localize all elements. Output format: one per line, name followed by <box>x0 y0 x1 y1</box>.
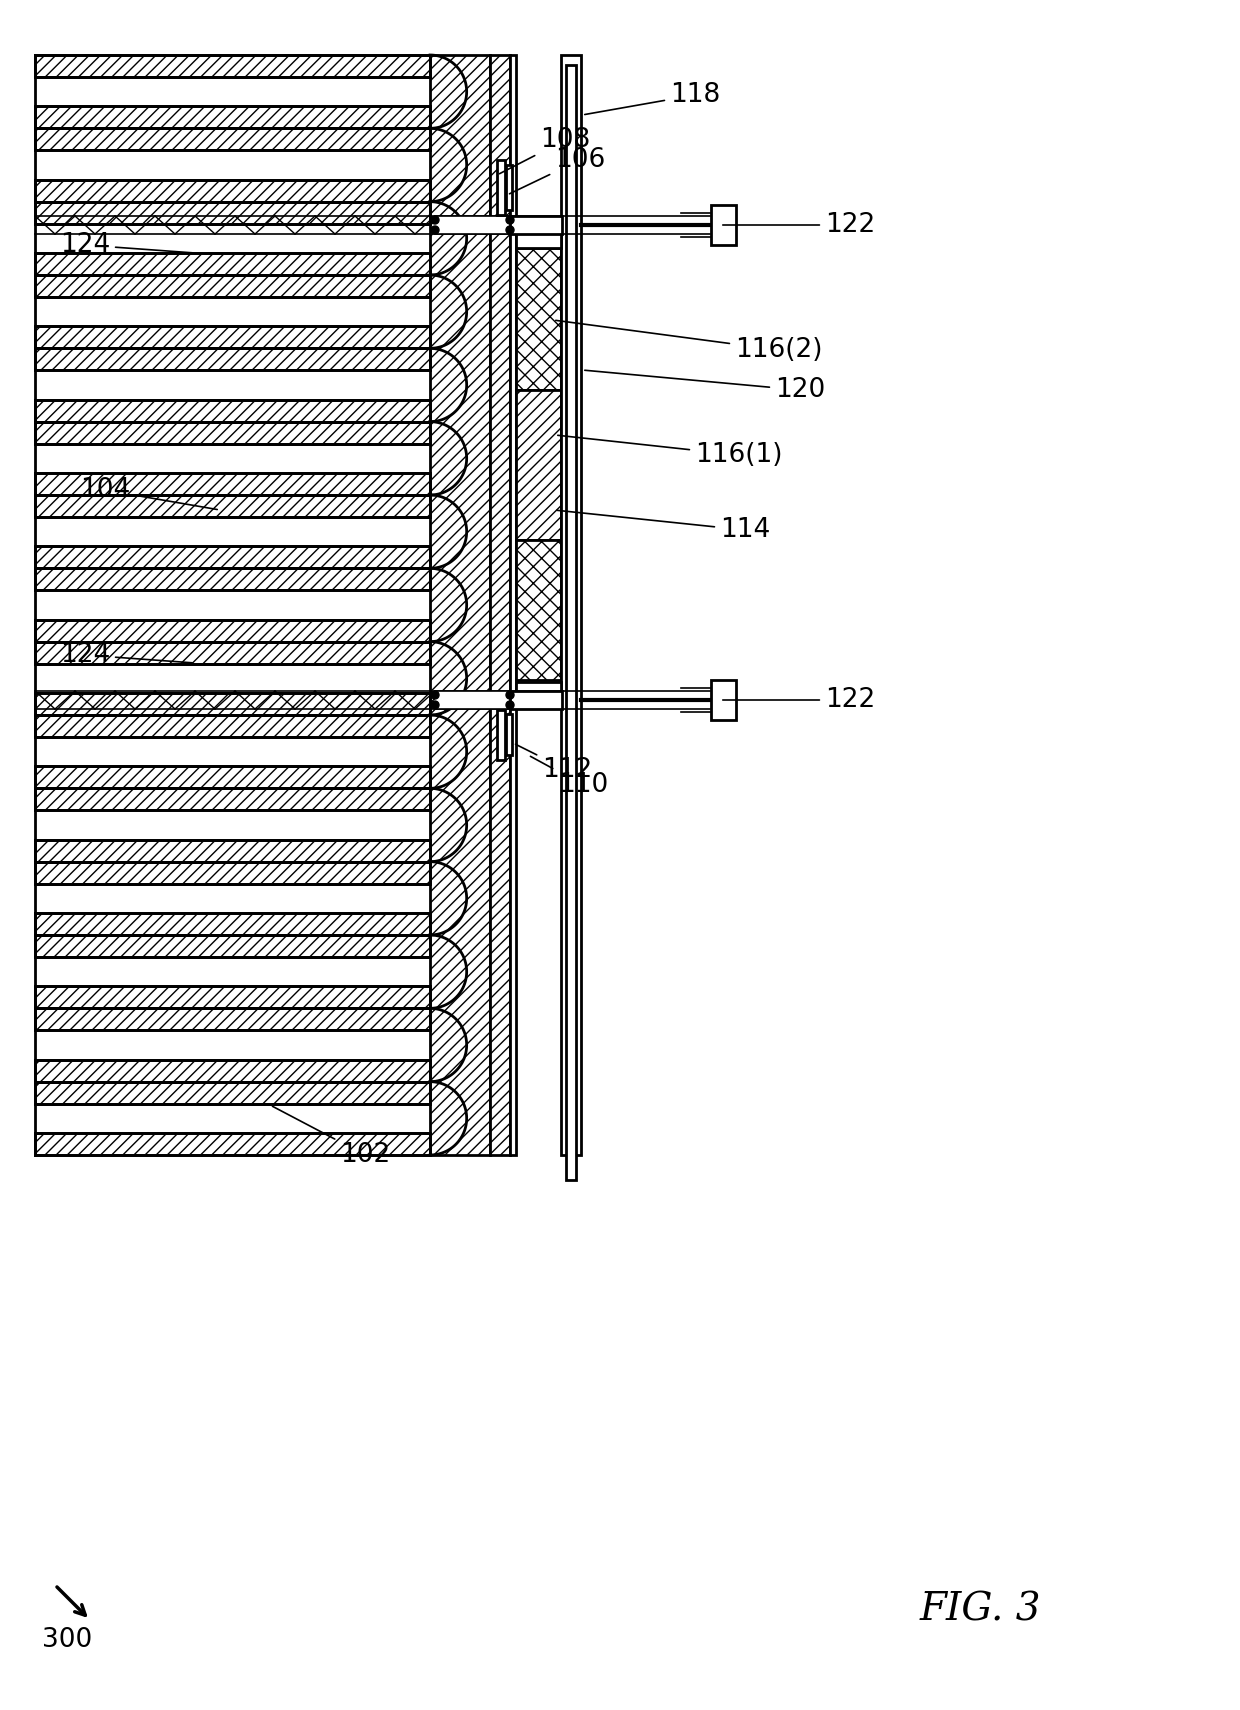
Bar <box>435 215 510 234</box>
Bar <box>35 545 430 568</box>
Bar <box>35 935 430 958</box>
Bar <box>35 128 430 150</box>
Bar <box>560 55 582 1154</box>
Circle shape <box>432 701 439 710</box>
Bar <box>35 400 430 422</box>
Bar <box>516 682 560 699</box>
Bar <box>430 55 490 1154</box>
Bar <box>35 253 430 275</box>
Bar <box>516 390 560 540</box>
Bar <box>565 65 577 1180</box>
Bar <box>35 474 430 494</box>
Circle shape <box>506 215 515 224</box>
Text: 118: 118 <box>585 82 720 115</box>
Bar <box>35 568 430 590</box>
Bar <box>497 161 505 215</box>
Text: 110: 110 <box>531 756 609 799</box>
Bar <box>35 1060 430 1082</box>
Bar <box>35 715 430 737</box>
Bar <box>35 494 430 516</box>
Bar <box>35 913 430 935</box>
Bar <box>35 180 430 202</box>
Circle shape <box>506 691 515 699</box>
Bar <box>711 205 737 245</box>
Circle shape <box>432 226 439 234</box>
Bar <box>35 1134 430 1154</box>
Bar <box>35 1009 430 1031</box>
Bar <box>35 55 430 77</box>
Bar <box>35 349 430 371</box>
Text: 122: 122 <box>723 212 875 238</box>
Bar <box>35 1082 430 1103</box>
Bar <box>35 422 430 443</box>
Circle shape <box>432 691 439 699</box>
Bar <box>35 275 430 298</box>
Text: 116(1): 116(1) <box>558 436 782 469</box>
Bar <box>510 55 516 1154</box>
Bar <box>35 766 430 788</box>
Bar <box>35 693 430 715</box>
Bar <box>35 619 430 641</box>
Text: 124: 124 <box>60 641 192 669</box>
Bar <box>516 231 560 248</box>
Text: 116(2): 116(2) <box>556 320 822 363</box>
Bar <box>506 715 512 756</box>
Bar <box>35 788 430 811</box>
Text: 122: 122 <box>723 687 875 713</box>
Bar <box>516 540 560 681</box>
Bar <box>490 55 510 1154</box>
Text: 108: 108 <box>500 127 590 174</box>
Bar <box>35 327 430 349</box>
Text: 120: 120 <box>585 371 826 404</box>
Bar <box>510 215 562 234</box>
Bar <box>435 691 510 710</box>
Circle shape <box>432 215 439 224</box>
Text: 300: 300 <box>42 1626 92 1654</box>
Text: 112: 112 <box>516 744 593 783</box>
Text: 106: 106 <box>510 147 605 193</box>
Text: 102: 102 <box>273 1106 391 1168</box>
Text: 114: 114 <box>557 510 770 544</box>
Bar <box>35 106 430 128</box>
Circle shape <box>506 226 515 234</box>
Circle shape <box>506 701 515 710</box>
Bar <box>35 862 430 884</box>
Bar <box>516 248 560 390</box>
Bar <box>35 202 430 224</box>
Text: 104: 104 <box>79 477 217 510</box>
Bar <box>35 987 430 1009</box>
Text: FIG. 3: FIG. 3 <box>919 1592 1040 1628</box>
Text: 124: 124 <box>60 233 192 258</box>
Bar <box>506 164 512 210</box>
Bar <box>711 681 737 720</box>
Bar <box>497 710 505 759</box>
Bar <box>35 641 430 663</box>
Bar <box>510 691 562 710</box>
Bar <box>35 840 430 862</box>
